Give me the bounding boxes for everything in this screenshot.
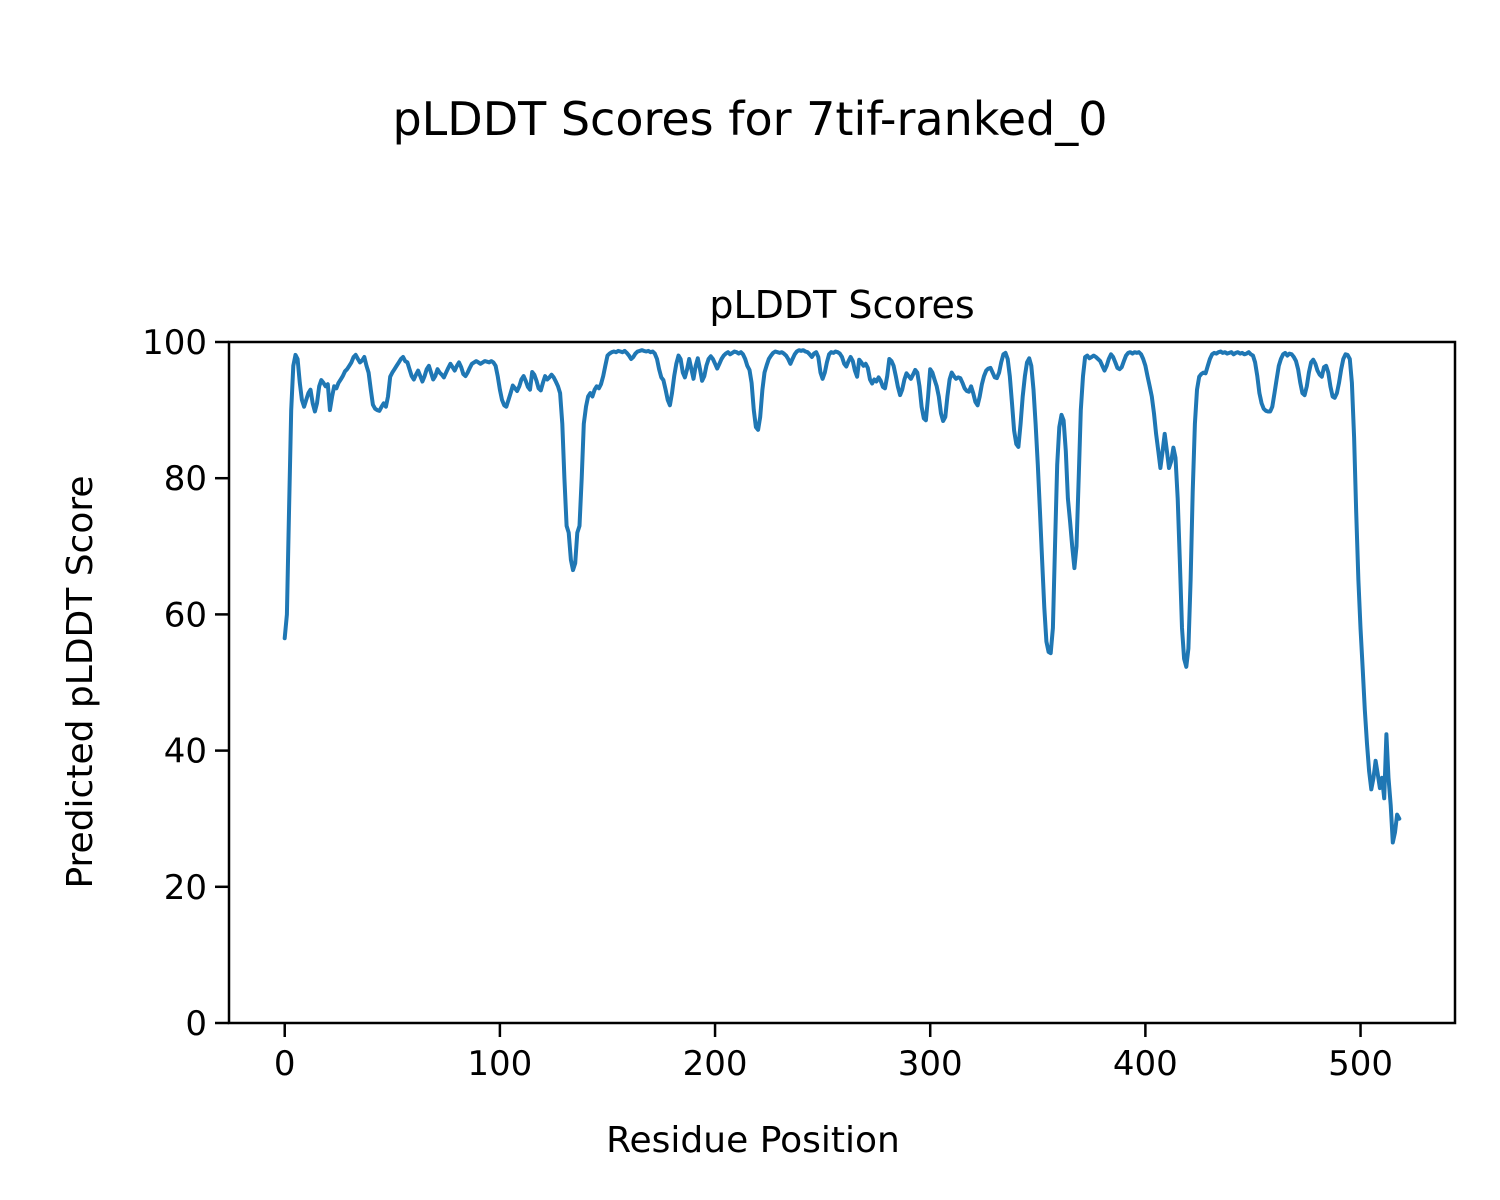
y-tick-label: 20 [164,868,207,908]
y-tick-label: 60 [164,595,207,635]
x-tick-label: 500 [1328,1044,1393,1084]
axes-title: pLDDT Scores [709,283,974,327]
x-tick-label: 0 [274,1044,296,1084]
axis-ticks: 0 100 200 300 400 500 0 20 40 60 80 100 [142,323,1393,1084]
y-tick-label: 80 [164,459,207,499]
x-axis-label: Residue Position [606,1120,900,1161]
x-tick-label: 400 [1113,1044,1178,1084]
figure-suptitle: pLDDT Scores for 7tif-ranked_0 [392,92,1107,146]
x-tick-label: 200 [683,1044,748,1084]
x-tick-label: 300 [898,1044,963,1084]
y-tick-label: 0 [185,1004,207,1044]
plddt-line-layer [282,348,1402,845]
y-axis-label: Predicted pLDDT Score [60,475,101,888]
x-tick-label: 100 [467,1044,532,1084]
y-tick-label: 100 [142,323,207,363]
plddt-score-line [282,348,1402,845]
y-tick-label: 40 [164,732,207,772]
axes-frame [227,340,1457,1025]
